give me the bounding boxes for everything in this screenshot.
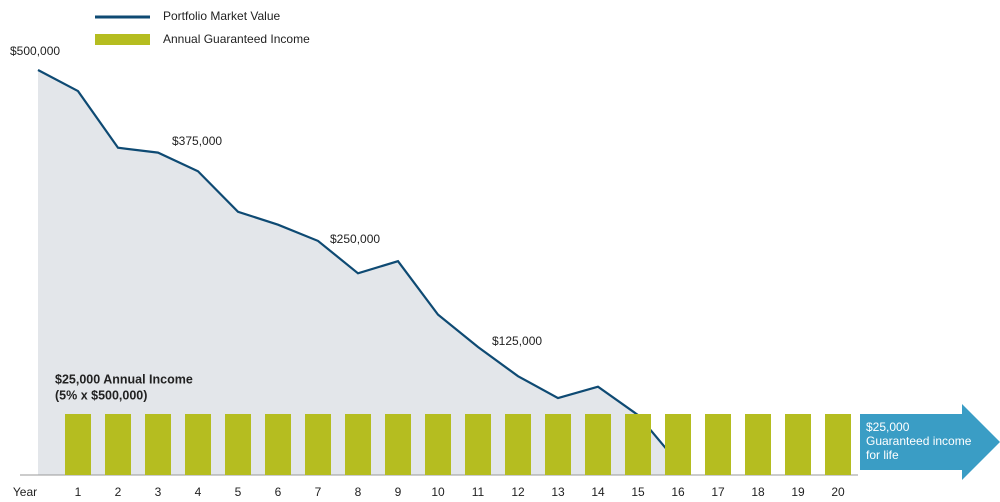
x-tick-label: 20 bbox=[831, 485, 845, 499]
line bbox=[37, 69, 679, 464]
bar bbox=[105, 414, 131, 475]
x-tick-label: 16 bbox=[671, 485, 685, 499]
x-axis-label: Year bbox=[13, 485, 37, 499]
annotation: $375,000 bbox=[172, 134, 222, 148]
bar bbox=[585, 414, 611, 475]
legend-label: Portfolio Market Value bbox=[163, 9, 280, 23]
bar bbox=[145, 414, 171, 475]
legend-label: Annual Guaranteed Income bbox=[163, 32, 310, 46]
bar bbox=[545, 414, 571, 475]
bar bbox=[825, 414, 851, 475]
bar bbox=[265, 414, 291, 475]
annotation: $25,000 Annual Income bbox=[55, 372, 193, 386]
x-tick-label: 6 bbox=[275, 485, 282, 499]
bar bbox=[465, 414, 491, 475]
bar bbox=[425, 414, 451, 475]
x-tick-label: 15 bbox=[631, 485, 645, 499]
x-tick-label: 18 bbox=[751, 485, 765, 499]
x-tick-label: 7 bbox=[315, 485, 322, 499]
bar bbox=[665, 414, 691, 475]
annotation: $250,000 bbox=[330, 232, 380, 246]
x-tick-label: 12 bbox=[511, 485, 525, 499]
bar bbox=[225, 414, 251, 475]
arrow-text: for life bbox=[866, 448, 899, 462]
x-tick-label: 1 bbox=[75, 485, 82, 499]
annotation: $500,000 bbox=[10, 44, 60, 58]
x-tick-label: 14 bbox=[591, 485, 605, 499]
x-tick-label: 19 bbox=[791, 485, 805, 499]
legend-swatch bbox=[95, 34, 150, 45]
bar bbox=[705, 414, 731, 475]
arrow-text: $25,000 bbox=[866, 420, 910, 434]
bar bbox=[505, 414, 531, 475]
x-tick-label: 13 bbox=[551, 485, 565, 499]
bar bbox=[345, 414, 371, 475]
bar bbox=[65, 414, 91, 475]
x-tick-label: 3 bbox=[155, 485, 162, 499]
arrow bbox=[860, 404, 1000, 480]
x-tick-label: 2 bbox=[115, 485, 122, 499]
bar bbox=[185, 414, 211, 475]
x-tick-label: 11 bbox=[472, 485, 485, 499]
x-tick-label: 8 bbox=[355, 485, 362, 499]
x-tick-label: 5 bbox=[235, 485, 242, 499]
bar bbox=[785, 414, 811, 475]
bar bbox=[385, 414, 411, 475]
bar bbox=[305, 414, 331, 475]
annotation: $125,000 bbox=[492, 334, 542, 348]
bar bbox=[625, 414, 651, 475]
x-tick-label: 9 bbox=[395, 485, 402, 499]
arrow-text: Guaranteed income bbox=[866, 434, 972, 448]
x-tick-label: 4 bbox=[195, 485, 202, 499]
x-tick-label: 10 bbox=[431, 485, 445, 499]
bar bbox=[745, 414, 771, 475]
x-tick-label: 17 bbox=[711, 485, 725, 499]
annotation: (5% x $500,000) bbox=[55, 388, 147, 402]
